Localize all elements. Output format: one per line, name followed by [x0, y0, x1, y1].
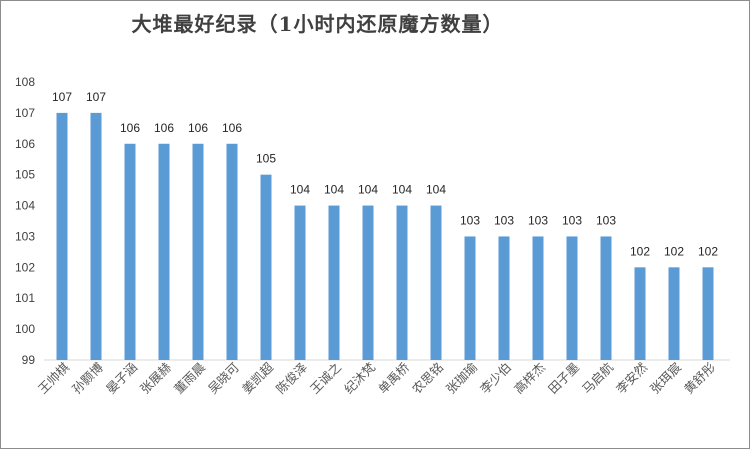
bar [430, 205, 442, 360]
data-label: 103 [562, 213, 582, 227]
y-tick-label: 101 [15, 291, 35, 305]
x-tick-label: 王诚之 [307, 359, 344, 396]
data-label: 107 [52, 90, 72, 104]
bar [158, 143, 170, 360]
x-tick-label: 张珈瑜 [443, 359, 480, 396]
bar [566, 236, 578, 360]
bar [260, 174, 272, 360]
bar [532, 236, 544, 360]
x-tick-label: 农思铭 [409, 360, 446, 397]
data-label: 104 [324, 183, 344, 197]
data-label: 104 [290, 183, 310, 197]
chart-title: 大堆最好纪录（1小时内还原魔方数量） [131, 12, 504, 36]
data-label: 106 [154, 121, 174, 135]
x-tick-label: 李安然 [613, 360, 650, 397]
x-tick-label: 马启航 [579, 359, 616, 396]
data-label: 106 [188, 121, 208, 135]
x-tick-label: 吴晓可 [205, 360, 242, 397]
data-label: 103 [494, 213, 514, 227]
y-tick-label: 105 [15, 168, 35, 182]
bar [668, 267, 680, 360]
bar [600, 236, 612, 360]
data-label: 107 [86, 90, 106, 104]
y-tick-label: 104 [15, 199, 35, 213]
bar [56, 112, 68, 360]
x-tick-label: 孙颢博 [69, 359, 106, 396]
bar [192, 143, 204, 360]
x-tick-label: 单禹桥 [375, 359, 412, 396]
x-tick-label: 姜凯超 [239, 359, 276, 396]
data-label: 106 [222, 121, 242, 135]
data-label: 102 [664, 244, 684, 258]
data-label: 104 [392, 183, 412, 197]
data-label: 102 [630, 244, 650, 258]
data-label: 103 [528, 213, 548, 227]
x-tick-label: 陈俊泽 [273, 360, 310, 397]
data-label: 103 [596, 213, 616, 227]
x-tick-label: 高梓杰 [511, 360, 548, 397]
y-tick-label: 107 [15, 106, 35, 120]
y-tick-label: 102 [15, 260, 35, 274]
x-tick-label: 纪沐梵 [341, 359, 378, 396]
x-tick-label: 董雨晨 [171, 359, 208, 396]
x-tick-label: 张展赫 [137, 359, 174, 396]
x-tick-label: 田子墨 [545, 360, 582, 397]
data-label: 104 [358, 183, 378, 197]
data-label: 106 [120, 121, 140, 135]
bar [634, 267, 646, 360]
bar [396, 205, 408, 360]
data-label: 103 [460, 213, 480, 227]
y-tick-label: 99 [22, 353, 36, 367]
x-tick-label: 王帅棋 [35, 359, 72, 396]
bar [294, 205, 306, 360]
x-tick-label: 张珥宸 [647, 359, 684, 396]
bar [226, 143, 238, 360]
y-tick-label: 108 [15, 75, 35, 89]
x-tick-label: 李少伯 [477, 360, 514, 397]
bar [464, 236, 476, 360]
bar [90, 112, 102, 360]
bar [328, 205, 340, 360]
y-tick-label: 106 [15, 137, 35, 151]
y-tick-label: 103 [15, 229, 35, 243]
data-label: 105 [256, 152, 276, 166]
x-tick-label: 晏子涵 [103, 360, 140, 397]
data-label: 104 [426, 183, 446, 197]
y-tick-label: 100 [15, 322, 35, 336]
data-label: 102 [698, 244, 718, 258]
bar [498, 236, 510, 360]
bar [702, 267, 714, 360]
x-tick-label: 黄舒彤 [681, 359, 718, 396]
bar [362, 205, 374, 360]
bar [124, 143, 136, 360]
